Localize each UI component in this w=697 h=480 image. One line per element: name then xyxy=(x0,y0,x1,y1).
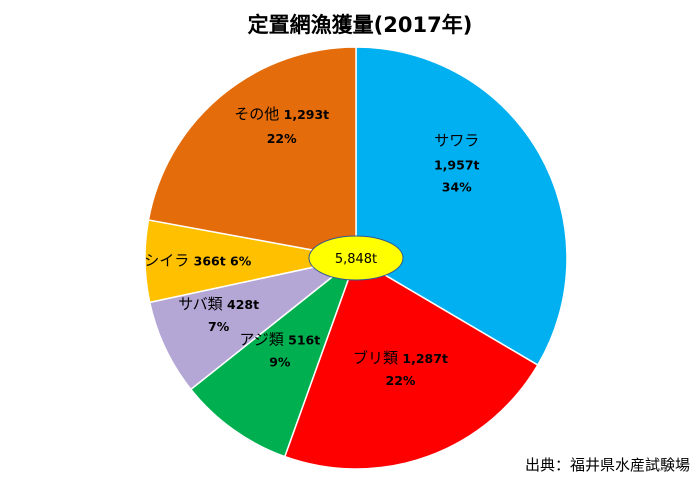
slice-value: 366t xyxy=(189,253,225,268)
slice-label-line: サバ類 428t xyxy=(178,295,259,313)
slice-name: サワラ xyxy=(434,131,479,149)
pie-slice xyxy=(283,256,539,470)
slice-label: ブリ類 1,287t 22% xyxy=(353,349,448,388)
slice-label-line: ブリ類 1,287t xyxy=(353,349,448,367)
chart-title: 定置網漁獲量(2017年) xyxy=(248,13,473,37)
slice-name: シイラ xyxy=(144,251,189,269)
slice-percent: 7% xyxy=(208,319,230,334)
slice-name: アジ類 xyxy=(239,330,283,348)
slice-percent: 22% xyxy=(267,131,297,146)
slice-label-line: その他 1,293t xyxy=(234,105,329,123)
pie-slice xyxy=(189,255,358,458)
total-badge xyxy=(308,235,404,281)
slice-name: ブリ類 xyxy=(353,349,398,367)
slice-value: 516t xyxy=(284,332,320,347)
slice-labels: サワラ 1,957t 34% ブリ類 1,287t 22% アジ類 516t 9% サバ類 4… xyxy=(144,105,479,388)
pie-slices xyxy=(144,46,568,470)
slice-percent: 22% xyxy=(386,373,416,388)
slice-value: 428t xyxy=(223,297,259,312)
slice-name: その他 xyxy=(234,105,279,123)
slice-percent: 34% xyxy=(442,179,472,194)
slice-label: サワラ 1,957t 34% xyxy=(434,131,480,194)
slice-name: サバ類 xyxy=(178,295,222,313)
slice-label-line: シイラ 366t 6% xyxy=(144,251,251,269)
slice-label: その他 1,293t 22% xyxy=(234,105,329,146)
slice-value: 1,957t xyxy=(434,157,480,172)
pie-slice xyxy=(148,257,357,391)
slice-label: アジ類 516t 9% xyxy=(239,330,320,369)
source-note: 出典：福井県水産試験場 xyxy=(525,456,690,474)
slice-label: シイラ 366t 6% xyxy=(144,251,251,269)
pie-slice xyxy=(147,46,357,259)
slice-percent: 6% xyxy=(226,253,252,268)
slice-percent: 9% xyxy=(269,354,291,369)
slice-value: 1,293t xyxy=(279,107,329,122)
slice-label: サバ類 428t 7% xyxy=(178,295,259,334)
total-label: 5,848t xyxy=(335,252,377,267)
slice-value: 1,287t xyxy=(398,351,448,366)
slice-label-line: アジ類 516t xyxy=(239,330,320,348)
pie-slice xyxy=(355,46,568,367)
